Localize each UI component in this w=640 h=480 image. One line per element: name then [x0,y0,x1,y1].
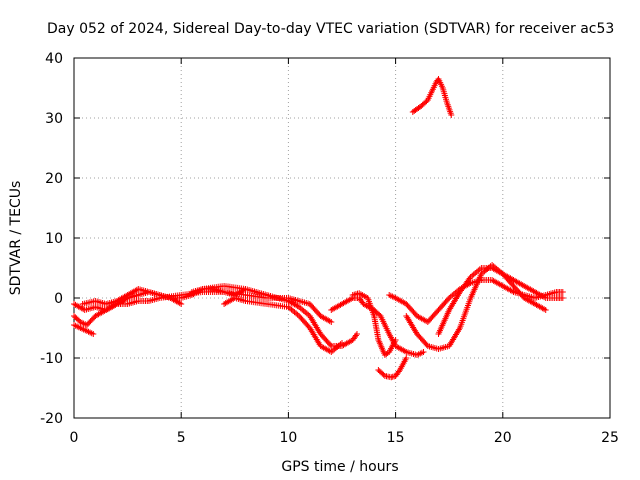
x-tick-label: 25 [601,430,619,446]
y-tick-label: 10 [45,231,63,247]
x-tick-label: 20 [494,430,512,446]
y-tick-label: 20 [45,171,63,187]
x-axis-label: GPS time / hours [281,459,398,475]
data-markers [403,262,549,352]
series-arc-3 [71,322,97,337]
y-tick-label: -20 [40,411,63,427]
x-tick-label: 15 [387,430,405,446]
y-axis-label: SDTVAR / TECUs [8,181,24,296]
y-tick-label: 0 [54,291,63,307]
data-markers [349,290,399,358]
grid-lines [74,58,610,418]
data-markers [221,295,345,355]
series-arc-11 [403,262,549,352]
x-tick-labels: 0 5 10 15 20 25 [70,430,619,446]
series-arc-8 [349,290,399,358]
series-arc-6 [221,295,345,355]
y-tick-label: 30 [45,111,63,127]
y-tick-label: -10 [40,351,63,367]
data-markers [435,265,566,337]
y-tick-labels: -20 -10 0 10 20 30 40 [40,51,63,427]
data-markers [375,355,410,381]
x-tick-label: 0 [70,430,79,446]
y-tick-label: 40 [45,51,63,67]
data-markers [328,295,427,358]
x-tick-label: 5 [177,430,186,446]
axis-ticks [73,57,611,419]
series-arc-7 [328,295,427,358]
series-arc-10 [375,355,410,381]
data-markers [71,322,97,337]
chart-title: Day 052 of 2024, Sidereal Day-to-day VTE… [47,21,614,37]
data-series [71,76,566,381]
x-tick-label: 10 [279,430,297,446]
series-arc-12 [435,265,566,337]
data-markers [409,76,455,118]
series-arc-13 [409,76,455,118]
